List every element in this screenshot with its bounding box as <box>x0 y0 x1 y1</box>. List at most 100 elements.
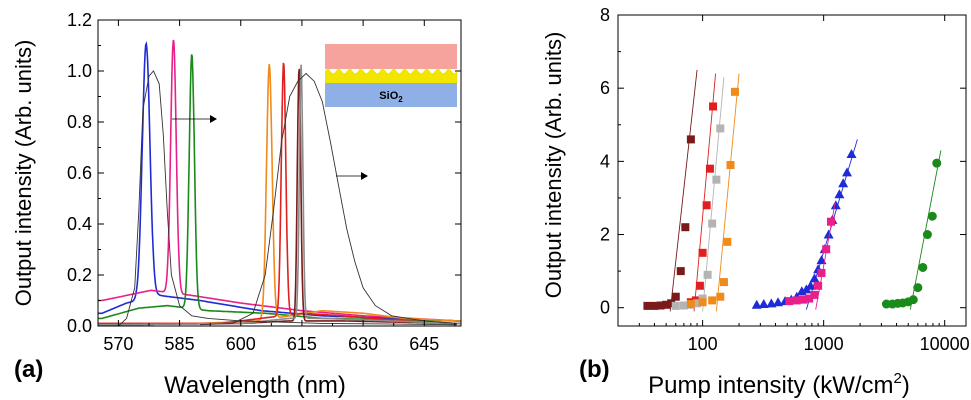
x-tick-label: 1000 <box>804 334 844 354</box>
data-point-B <box>805 294 814 303</box>
data-point-A <box>671 301 680 310</box>
data-point-3 <box>726 161 735 170</box>
data-point-4 <box>908 295 918 305</box>
data-point-5 <box>830 200 841 210</box>
data-point-4 <box>927 211 937 221</box>
inset-substrate-layer <box>325 83 457 107</box>
x-tick-label: 600 <box>226 334 256 354</box>
data-point-B <box>799 295 808 304</box>
panel-b-x-axis-title: Pump intensity (kW/cm2) <box>648 370 910 399</box>
annotation-ase-dcm-arrowhead <box>361 172 368 180</box>
panel-b: 100 1000 10000 0 2 4 6 8 Pump intensity (kW/cm2… <box>541 5 970 399</box>
data-point-B <box>785 297 794 306</box>
y-tick-label: 1.2 <box>67 10 92 30</box>
annotation-ase-pdi-arrowhead <box>210 115 217 123</box>
data-point-3 <box>698 298 707 307</box>
x-tick-label: 615 <box>287 334 317 354</box>
panel-b-label: (b) <box>579 356 610 383</box>
x-tick-label: 570 <box>103 334 133 354</box>
data-point-B <box>817 268 826 277</box>
data-point-5 <box>758 299 769 309</box>
data-point-A <box>693 299 702 308</box>
panel-a-y-axis-title: Output intensity (Arb. units) <box>11 40 36 307</box>
data-point-4 <box>913 283 923 293</box>
data-point-B <box>826 217 835 226</box>
data-point-3 <box>708 296 717 305</box>
inset-substrate-label-main: SiO <box>379 90 398 102</box>
data-point-1 <box>650 301 659 310</box>
data-point-B <box>810 290 819 299</box>
data-point-B <box>814 281 823 290</box>
data-point-1 <box>671 292 680 301</box>
data-point-4 <box>918 262 928 272</box>
y-tick-label: 0.4 <box>67 214 92 234</box>
x-tick-label: 630 <box>348 334 378 354</box>
x-tick-label: 645 <box>409 334 439 354</box>
data-point-A <box>712 175 721 184</box>
y-tick-label: 4 <box>600 151 610 171</box>
data-point-5 <box>773 297 784 307</box>
data-point-B <box>792 296 801 305</box>
y-tick-label: 0.6 <box>67 163 92 183</box>
data-point-1 <box>686 135 695 144</box>
data-point-4 <box>932 158 942 168</box>
data-point-A <box>679 301 688 310</box>
data-point-5 <box>838 178 849 188</box>
data-point-B <box>822 245 831 254</box>
panel-a-label: (a) <box>14 356 43 383</box>
data-point-2 <box>702 201 711 210</box>
inset-substrate-label-sub: 2 <box>398 95 403 104</box>
data-point-5 <box>805 280 816 290</box>
ase-reference-curve-1 <box>199 72 457 326</box>
data-point-5 <box>846 149 857 159</box>
y-tick-label: 6 <box>600 78 610 98</box>
data-point-5 <box>842 167 853 177</box>
y-tick-label: 0.2 <box>67 265 92 285</box>
y-tick-label: 0.8 <box>67 112 92 132</box>
panel-b-plot-area <box>643 69 942 312</box>
data-point-1 <box>676 267 685 276</box>
panel-a-plot-area <box>98 39 461 327</box>
data-point-3 <box>686 300 695 309</box>
y-tick-label: 0.0 <box>67 316 92 336</box>
fit-line-4 <box>909 150 942 310</box>
y-tick-label: 8 <box>600 5 610 25</box>
x-tick-label: 585 <box>165 334 195 354</box>
panel-a: 570 585 600 615 630 6450.00.20.40.60.81.01.2 … <box>11 10 462 399</box>
data-point-2 <box>709 102 718 111</box>
data-point-3 <box>716 292 725 301</box>
data-point-2 <box>705 164 714 173</box>
inset-substrate-label: SiO2 <box>379 90 403 104</box>
y-tick-label: 2 <box>600 225 610 245</box>
data-point-3 <box>719 278 728 287</box>
data-point-3 <box>723 237 732 246</box>
x-tick-label: 10000 <box>920 334 970 354</box>
spectrum-line-4 <box>98 54 461 322</box>
data-point-1 <box>681 223 690 232</box>
data-point-5 <box>809 273 820 283</box>
panel-a-inset-schematic: SiO2 <box>325 44 457 107</box>
y-tick-label: 0 <box>600 298 610 318</box>
data-point-1 <box>656 301 665 310</box>
x-tick-label: 100 <box>688 334 718 354</box>
inset-middle-layer <box>325 68 457 83</box>
data-point-1 <box>643 301 652 310</box>
inset-top-layer <box>325 44 457 69</box>
data-point-1 <box>667 299 676 308</box>
fit-line-3 <box>715 73 740 312</box>
data-point-2 <box>698 248 707 257</box>
y-tick-label: 1.0 <box>67 61 92 81</box>
data-point-5 <box>823 229 834 239</box>
data-point-1 <box>662 300 671 309</box>
panel-a-axes: 570 585 600 615 630 645 0.0 0.2 0.4 0.6 0.8 1.0 1.2 <box>67 10 462 354</box>
data-point-5 <box>834 189 845 199</box>
data-point-3 <box>730 87 739 96</box>
fit-line-1 <box>669 69 698 312</box>
panel-a-x-axis-title: Wavelength (nm) <box>164 372 346 399</box>
data-point-A <box>703 270 712 279</box>
data-point-5 <box>751 299 762 309</box>
data-point-4 <box>922 230 932 240</box>
data-point-A <box>716 124 725 133</box>
spectrum-line-A <box>98 64 461 326</box>
